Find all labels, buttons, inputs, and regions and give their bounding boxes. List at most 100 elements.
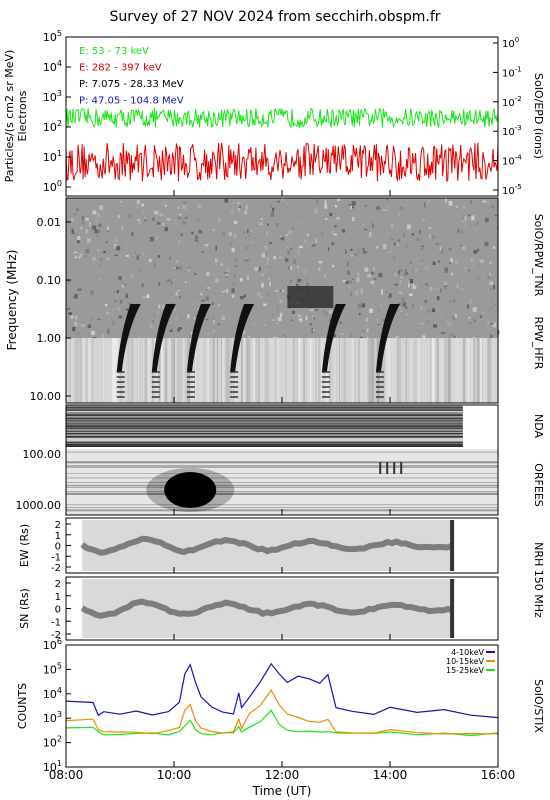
rpw-hfr-stripe (247, 338, 251, 403)
rpw-noise (130, 232, 134, 237)
rpw-noise (393, 242, 396, 246)
rpw-right-label-tnr: SoIO/RPW_TNR (532, 214, 545, 297)
rpw-noise (431, 286, 435, 289)
rpw-hfr-stripe (91, 338, 95, 403)
rpw-noise (114, 238, 118, 243)
rpw-noise (106, 311, 109, 314)
rpw-hfr-stripe (421, 338, 424, 403)
rpw-noise (318, 261, 323, 264)
rpw-hfr-stripe (103, 338, 105, 403)
rpw-noise (213, 319, 215, 325)
rpw-noise (233, 234, 237, 238)
rpw-noise (286, 238, 291, 242)
rpw-noise (215, 245, 218, 251)
rpw-hfr-stripe (277, 338, 280, 403)
rpw-noise (405, 306, 408, 310)
rpw-hfr-stripe (239, 338, 242, 403)
rpw-noise (445, 312, 447, 318)
rpw-noise (345, 281, 349, 284)
rpw-noise (279, 256, 283, 260)
rpw-hfr-stripe (469, 338, 472, 403)
rpw-type-iii-burst (116, 304, 141, 372)
rpw-noise (157, 304, 161, 309)
rpw-noise (244, 259, 249, 262)
rpw-noise (308, 259, 310, 263)
rpw-noise (454, 260, 458, 265)
rpw-hfr-stripe (75, 338, 77, 403)
epd-right-tick-label: 10-5 (502, 183, 522, 197)
rpw-noise (271, 314, 274, 316)
rpw-noise (428, 227, 432, 229)
rpw-noise (293, 259, 296, 264)
epd-legend-entry: P: 47.05 - 104.8 MeV (79, 96, 184, 107)
epd-legend-entry: E: 282 - 397 keV (79, 63, 162, 74)
nda-empty (462, 405, 498, 447)
rpw-noise (139, 267, 142, 273)
nrh-sn-y-tick-label: -1 (51, 617, 61, 628)
rpw-noise (472, 337, 475, 339)
rpw-noise (237, 208, 240, 212)
rpw-noise (382, 244, 387, 249)
rpw-noise (419, 247, 423, 250)
rpw-noise (324, 204, 328, 209)
rpw-noise (340, 321, 342, 324)
rpw-noise (99, 258, 103, 261)
rpw-noise (363, 251, 368, 255)
rpw-hfr-stripe (164, 338, 168, 403)
rpw-noise (464, 215, 467, 221)
rpw-noise (282, 289, 285, 292)
rpw-noise (476, 228, 478, 231)
rpw-hfr-stripe (139, 338, 142, 403)
rpw-noise (463, 224, 467, 228)
rpw-noise (112, 308, 114, 313)
rpw-noise (428, 309, 430, 313)
rpw-noise (159, 213, 164, 216)
rpw-noise (449, 261, 451, 264)
rpw-noise (461, 288, 464, 290)
rpw-noise (142, 251, 144, 257)
rpw-noise (254, 266, 259, 271)
rpw-noise (222, 260, 225, 265)
rpw-noise (78, 256, 81, 259)
rpw-noise (376, 246, 379, 249)
rpw-noise (420, 260, 424, 262)
rpw-noise (272, 319, 275, 321)
stix-legend-label: 15-25keV (446, 666, 485, 675)
rpw-noise (320, 327, 323, 329)
rpw-hfr-stripe (310, 338, 312, 403)
rpw-noise (276, 223, 279, 227)
rpw-noise (140, 310, 143, 312)
rpw-noise (485, 217, 489, 223)
rpw-hfr-stripe (441, 338, 445, 403)
rpw-noise (385, 207, 388, 212)
rpw-y-tick-label: 0.01 (37, 216, 62, 229)
rpw-hfr-stripe (477, 338, 479, 403)
rpw-noise (492, 246, 496, 249)
rpw-noise (433, 324, 437, 328)
rpw-noise (332, 264, 335, 267)
rpw-noise (479, 315, 482, 318)
rpw-noise (89, 222, 91, 227)
rpw-hfr-stripe (489, 338, 492, 403)
rpw-noise (250, 234, 255, 238)
rpw-noise (276, 323, 278, 325)
rpw-noise (105, 309, 110, 313)
rpw-noise (388, 330, 393, 332)
rpw-noise (454, 300, 456, 303)
rpw-noise (299, 245, 303, 249)
rpw-noise (187, 314, 190, 319)
epd-y-tick-label: 104 (43, 59, 62, 74)
rpw-noise (169, 330, 173, 332)
rpw-noise (357, 272, 360, 278)
rpw-noise (327, 247, 330, 252)
rpw-noise (335, 232, 338, 234)
rpw-noise (234, 274, 236, 279)
rpw-noise (269, 241, 272, 245)
rpw-hfr-stripe (162, 338, 165, 403)
rpw-noise (422, 335, 426, 339)
nrh-sn-y-tick-label: 2 (55, 579, 61, 590)
rpw-noise (305, 315, 308, 321)
epd-y-tick-label: 102 (43, 119, 62, 134)
rpw-noise (214, 291, 218, 296)
rpw-noise (265, 253, 268, 255)
